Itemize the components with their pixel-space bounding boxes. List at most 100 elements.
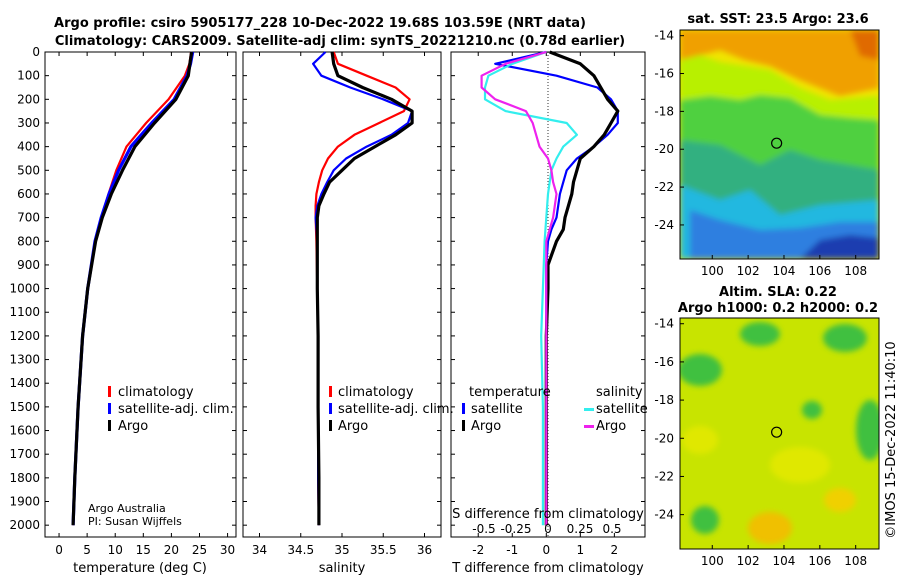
- depth-tick-label: 300: [17, 116, 40, 130]
- sst-map-tick-labels: 100 102 104 106 108 -14 -16 -18 -20 -22 -24: [654, 29, 867, 278]
- salinity-tick-labels: 34 34.5 35 35.5 36: [252, 52, 432, 557]
- sla-orange-blob: [748, 512, 792, 544]
- series-line-salinity-argo: [480, 50, 558, 526]
- x-tick-label: 0: [542, 543, 550, 557]
- sst-map-panel: sat. SST: 23.5 Argo: 23.6 100 102 104 106 10…: [654, 12, 880, 278]
- argo-location-marker: [771, 426, 783, 438]
- sla-map-tick-labels: 100 102 104 106 108 -14 -16 -18 -20 -22 -24: [654, 317, 867, 568]
- sst-field: [680, 30, 879, 259]
- x-tick-label: 2: [611, 543, 619, 557]
- depth-tick-label: 1900: [9, 495, 40, 509]
- x-tick-label: 5: [83, 543, 91, 557]
- x-tick-label: 0: [55, 543, 63, 557]
- argo-location-marker: [771, 137, 783, 149]
- depth-tick-label: 600: [17, 187, 40, 201]
- lat-tick-label: -16: [654, 67, 674, 81]
- lon-tick-label: 104: [773, 264, 796, 278]
- legend-argo-swatch: [329, 420, 332, 431]
- legend-satellite-label: satellite-adj. clim.: [338, 402, 454, 417]
- sst-map-title: sat. SST: 23.5 Argo: 23.6: [687, 12, 868, 27]
- salinity-panel: 34 34.5 35 35.5 36 salinity climatology sate…: [242, 51, 454, 576]
- sst-hot-region: [850, 30, 879, 60]
- legend-satellite-swatch: [329, 403, 332, 414]
- series-line-climatology: [314, 51, 411, 526]
- t-difference-tick-labels: -2 -1 0 1 2: [472, 52, 618, 557]
- legend-climatology-label: climatology: [338, 385, 414, 400]
- figure-title-line2: Climatology: CARS2009. Satellite-adj cli…: [55, 34, 625, 49]
- lat-tick-label: -18: [654, 104, 674, 118]
- sla-green-blob: [823, 324, 867, 352]
- series-line-satellite-adj-clim-: [312, 51, 414, 526]
- s-tick-label: 0.25: [567, 522, 594, 536]
- legend-satellite-swatch: [108, 403, 111, 414]
- s-tick-label: 0: [544, 522, 552, 536]
- depth-tick-label: 1000: [9, 282, 40, 296]
- series-line-satellite-adj-clim-: [71, 51, 195, 526]
- sla-map-title-line2: Argo h1000: 0.2 h2000: 0.2: [678, 301, 878, 316]
- lat-tick-label: -14: [654, 317, 674, 331]
- legend-climatology-swatch: [108, 386, 111, 397]
- lat-tick-label: -22: [654, 469, 674, 483]
- depth-tick-label: 1700: [9, 447, 40, 461]
- depth-tick-label: 2000: [9, 518, 40, 532]
- legend-salinity-title: salinity: [596, 385, 643, 400]
- series-line-argo: [71, 51, 194, 526]
- depth-tick-label: 1400: [9, 376, 40, 390]
- x-tick-label: 25: [192, 543, 207, 557]
- lat-tick-label: -24: [654, 508, 674, 522]
- lon-tick-label: 108: [844, 264, 867, 278]
- lat-tick-label: -20: [654, 142, 674, 156]
- legend-s-argo-label: Argo: [596, 419, 626, 434]
- x-tick-label: 30: [220, 543, 235, 557]
- sla-green-blob: [802, 401, 822, 419]
- sla-green-blob: [691, 506, 719, 534]
- depth-tick-label: 1200: [9, 329, 40, 343]
- x-tick-label: 10: [108, 543, 123, 557]
- legend-argo-swatch: [108, 420, 111, 431]
- temperature-panel: 0100200300400500600700800900100011001200…: [9, 45, 645, 576]
- figure-title-line1: Argo profile: csiro 5905177_228 10-Dec-2…: [54, 16, 586, 31]
- s-difference-tick-labels: -0.5 -0.25 0 0.25 0.5: [472, 522, 621, 536]
- lat-tick-label: -20: [654, 431, 674, 445]
- sla-green-blob: [856, 400, 879, 460]
- imos-timestamp: ©IMOS 15-Dec-2022 11:40:10: [884, 341, 899, 538]
- depth-tick-label: 100: [17, 69, 40, 83]
- difference-profiles: [480, 50, 620, 526]
- s-difference-xlabel: S difference from climatology: [452, 507, 644, 522]
- depth-tick-label: 1800: [9, 471, 40, 485]
- depth-tick-label: 1300: [9, 353, 40, 367]
- sla-map-title-line1: Altim. SLA: 0.22: [719, 285, 837, 300]
- sla-map-frame: [679, 317, 880, 550]
- series-line-argo: [315, 51, 414, 526]
- depth-tick-label: 1600: [9, 424, 40, 438]
- depth-tick-label: 1100: [9, 305, 40, 319]
- t-difference-xlabel: T difference from climatology: [451, 561, 644, 576]
- depth-tick-label: 1500: [9, 400, 40, 414]
- lon-tick-label: 104: [773, 554, 796, 568]
- x-tick-label: 35.5: [370, 543, 397, 557]
- legend-t-argo-label: Argo: [471, 419, 501, 434]
- series-line-temperature-argo: [544, 50, 620, 526]
- temperature-xlabel: temperature (deg C): [73, 561, 207, 576]
- lon-tick-label: 100: [701, 554, 724, 568]
- sla-map-panel: Altim. SLA: 0.22 Argo h1000: 0.2 h2000: …: [654, 285, 880, 568]
- salinity-legend: climatology satellite-adj. clim. Argo: [329, 385, 454, 434]
- credit-line2: PI: Susan Wijffels: [88, 515, 182, 528]
- x-tick-label: 35: [334, 543, 349, 557]
- temperature-profiles: [71, 51, 195, 526]
- lat-tick-label: -14: [654, 29, 674, 43]
- sla-green-blob: [740, 322, 780, 346]
- difference-panel: -2 -1 0 1 2 S difference from climatology -0…: [450, 50, 648, 576]
- depth-tick-label: 0: [32, 45, 40, 59]
- difference-legend: temperature satellite Argo salinity sate…: [462, 385, 648, 434]
- sla-orange-blob: [824, 488, 856, 512]
- temperature-axes-box: [44, 51, 237, 538]
- lon-tick-label: 102: [737, 264, 760, 278]
- sst-deepblue-region: [800, 235, 879, 259]
- lon-tick-label: 106: [808, 554, 831, 568]
- legend-t-satellite-swatch: [462, 403, 465, 414]
- credit-line1: Argo Australia: [88, 502, 166, 515]
- x-tick-label: -1: [506, 543, 518, 557]
- series-line-climatology: [72, 51, 193, 526]
